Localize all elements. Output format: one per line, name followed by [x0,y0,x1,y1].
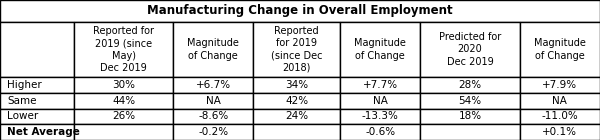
Bar [173,77,253,93]
Text: 54%: 54% [458,96,482,106]
Text: -8.6%: -8.6% [198,111,229,121]
Bar [74,77,173,93]
Text: 44%: 44% [112,96,135,106]
Text: NA: NA [373,96,388,106]
Text: +7.9%: +7.9% [542,80,577,90]
Text: -0.6%: -0.6% [365,127,395,137]
Bar [340,93,421,108]
Text: NA: NA [206,96,221,106]
Text: 30%: 30% [112,80,135,90]
Text: +0.1%: +0.1% [542,127,577,137]
Text: Reported
for 2019
(since Dec
2018): Reported for 2019 (since Dec 2018) [271,26,323,73]
Text: -11.0%: -11.0% [542,111,578,121]
Bar [421,108,520,124]
Bar [74,124,173,140]
Text: 26%: 26% [112,111,135,121]
Text: Magnitude
of Change: Magnitude of Change [187,38,239,61]
Bar [0,77,74,93]
Bar [0,22,74,77]
Bar [173,124,253,140]
Bar [340,124,421,140]
Bar [340,77,421,93]
Bar [173,93,253,108]
Bar [253,124,340,140]
Bar [173,22,253,77]
Bar [253,22,340,77]
Bar [173,108,253,124]
Bar [74,93,173,108]
Text: Predicted for
2020
Dec 2019: Predicted for 2020 Dec 2019 [439,32,501,67]
Text: +6.7%: +6.7% [196,80,231,90]
Bar [421,124,520,140]
Bar [0,0,600,22]
Bar [340,22,421,77]
Text: 28%: 28% [458,80,482,90]
Text: Manufacturing Change in Overall Employment: Manufacturing Change in Overall Employme… [147,4,453,17]
Text: Same: Same [7,96,37,106]
Text: -0.2%: -0.2% [199,127,229,137]
Bar [0,108,74,124]
Text: Lower: Lower [7,111,38,121]
Text: Net Average: Net Average [7,127,80,137]
Text: Magnitude
of Change: Magnitude of Change [534,38,586,61]
Bar [520,93,600,108]
Bar [253,108,340,124]
Text: +7.7%: +7.7% [362,80,398,90]
Text: Higher: Higher [7,80,42,90]
Text: 42%: 42% [285,96,308,106]
Bar [520,22,600,77]
Bar [421,93,520,108]
Text: -13.3%: -13.3% [362,111,398,121]
Bar [520,124,600,140]
Text: Reported for
2019 (since
May)
Dec 2019: Reported for 2019 (since May) Dec 2019 [93,26,154,73]
Text: 24%: 24% [285,111,308,121]
Bar [421,22,520,77]
Text: NA: NA [553,96,568,106]
Text: 34%: 34% [285,80,308,90]
Bar [520,77,600,93]
Bar [340,108,421,124]
Bar [253,77,340,93]
Text: 18%: 18% [458,111,482,121]
Bar [421,77,520,93]
Bar [253,93,340,108]
Bar [0,124,74,140]
Bar [74,22,173,77]
Text: Magnitude
of Change: Magnitude of Change [354,38,406,61]
Bar [0,93,74,108]
Bar [74,108,173,124]
Bar [520,108,600,124]
